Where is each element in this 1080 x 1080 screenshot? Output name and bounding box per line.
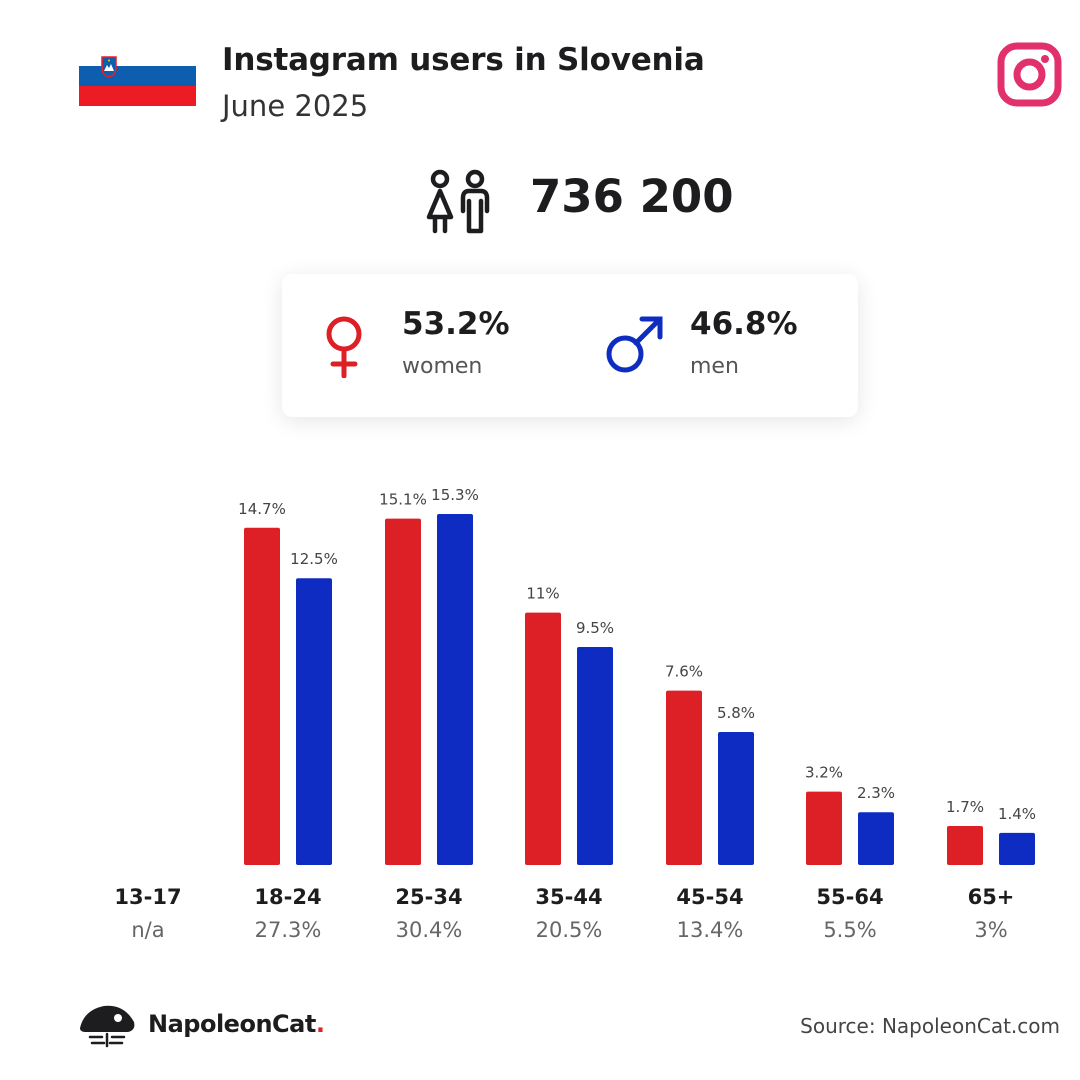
total-users-count: 736 200 (530, 170, 734, 223)
age-group-share: n/a (131, 918, 165, 942)
gender-split-card: 53.2% women 46.8% men (282, 274, 858, 417)
age-group-share: 20.5% (535, 918, 603, 942)
women-bar-label: 3.2% (805, 764, 843, 782)
men-bar-label: 12.5% (290, 550, 338, 568)
men-bar (296, 578, 332, 865)
women-percentage: 53.2% (402, 306, 510, 342)
women-bar (806, 791, 842, 865)
age-group-share: 27.3% (254, 918, 322, 942)
brand-text: NapoleonCat (148, 1010, 316, 1038)
female-icon (326, 316, 362, 378)
men-bar-label: 2.3% (857, 784, 895, 802)
slovenia-flag (79, 46, 196, 106)
women-bar-label: 7.6% (665, 663, 703, 681)
age-group-share: 3% (974, 918, 1008, 942)
men-bar (858, 812, 894, 865)
male-icon (606, 316, 663, 373)
brand-name: NapoleonCat. (148, 1010, 325, 1038)
women-bar (947, 826, 983, 865)
instagram-icon (997, 42, 1062, 107)
women-bar (385, 518, 421, 865)
age-group-share: 30.4% (395, 918, 463, 942)
women-bar-label: 15.1% (379, 491, 427, 509)
page-title: Instagram users in Slovenia (222, 42, 705, 78)
men-label: men (690, 354, 739, 379)
coat-of-arms-icon (101, 56, 117, 78)
women-bar (244, 527, 280, 865)
men-bar (718, 731, 754, 865)
users-icon (426, 169, 490, 234)
women-bar-label: 14.7% (238, 500, 286, 518)
men-bar (577, 647, 613, 865)
age-group-label: 45-54 (676, 885, 744, 909)
men-bar-label: 15.3% (431, 486, 479, 504)
women-bar (666, 690, 702, 865)
women-bar-label: 11% (526, 585, 559, 603)
age-group-label: 65+ (967, 885, 1015, 909)
men-bar (437, 514, 473, 865)
age-group-share: 5.5% (823, 918, 877, 942)
men-bar-label: 5.8% (717, 704, 755, 722)
age-group-label: 18-24 (254, 885, 322, 909)
page-subtitle: June 2025 (222, 89, 369, 123)
napoleoncat-logo-icon (80, 1005, 135, 1048)
men-bar (999, 832, 1035, 865)
women-bar-label: 1.7% (946, 798, 984, 816)
age-group-label: 35-44 (535, 885, 603, 909)
men-bar-label: 9.5% (576, 619, 614, 637)
source-text: Source: NapoleonCat.com (800, 1014, 1060, 1038)
women-bar (525, 612, 561, 865)
brand-dot: . (315, 1010, 325, 1038)
age-group-label: 55-64 (816, 885, 884, 909)
age-group-share: 13.4% (676, 918, 744, 942)
age-group-label: 25-34 (395, 885, 463, 909)
women-label: women (402, 354, 483, 379)
men-bar-label: 1.4% (998, 805, 1036, 823)
age-group-label: 13-17 (114, 885, 182, 909)
men-percentage: 46.8% (690, 306, 798, 342)
